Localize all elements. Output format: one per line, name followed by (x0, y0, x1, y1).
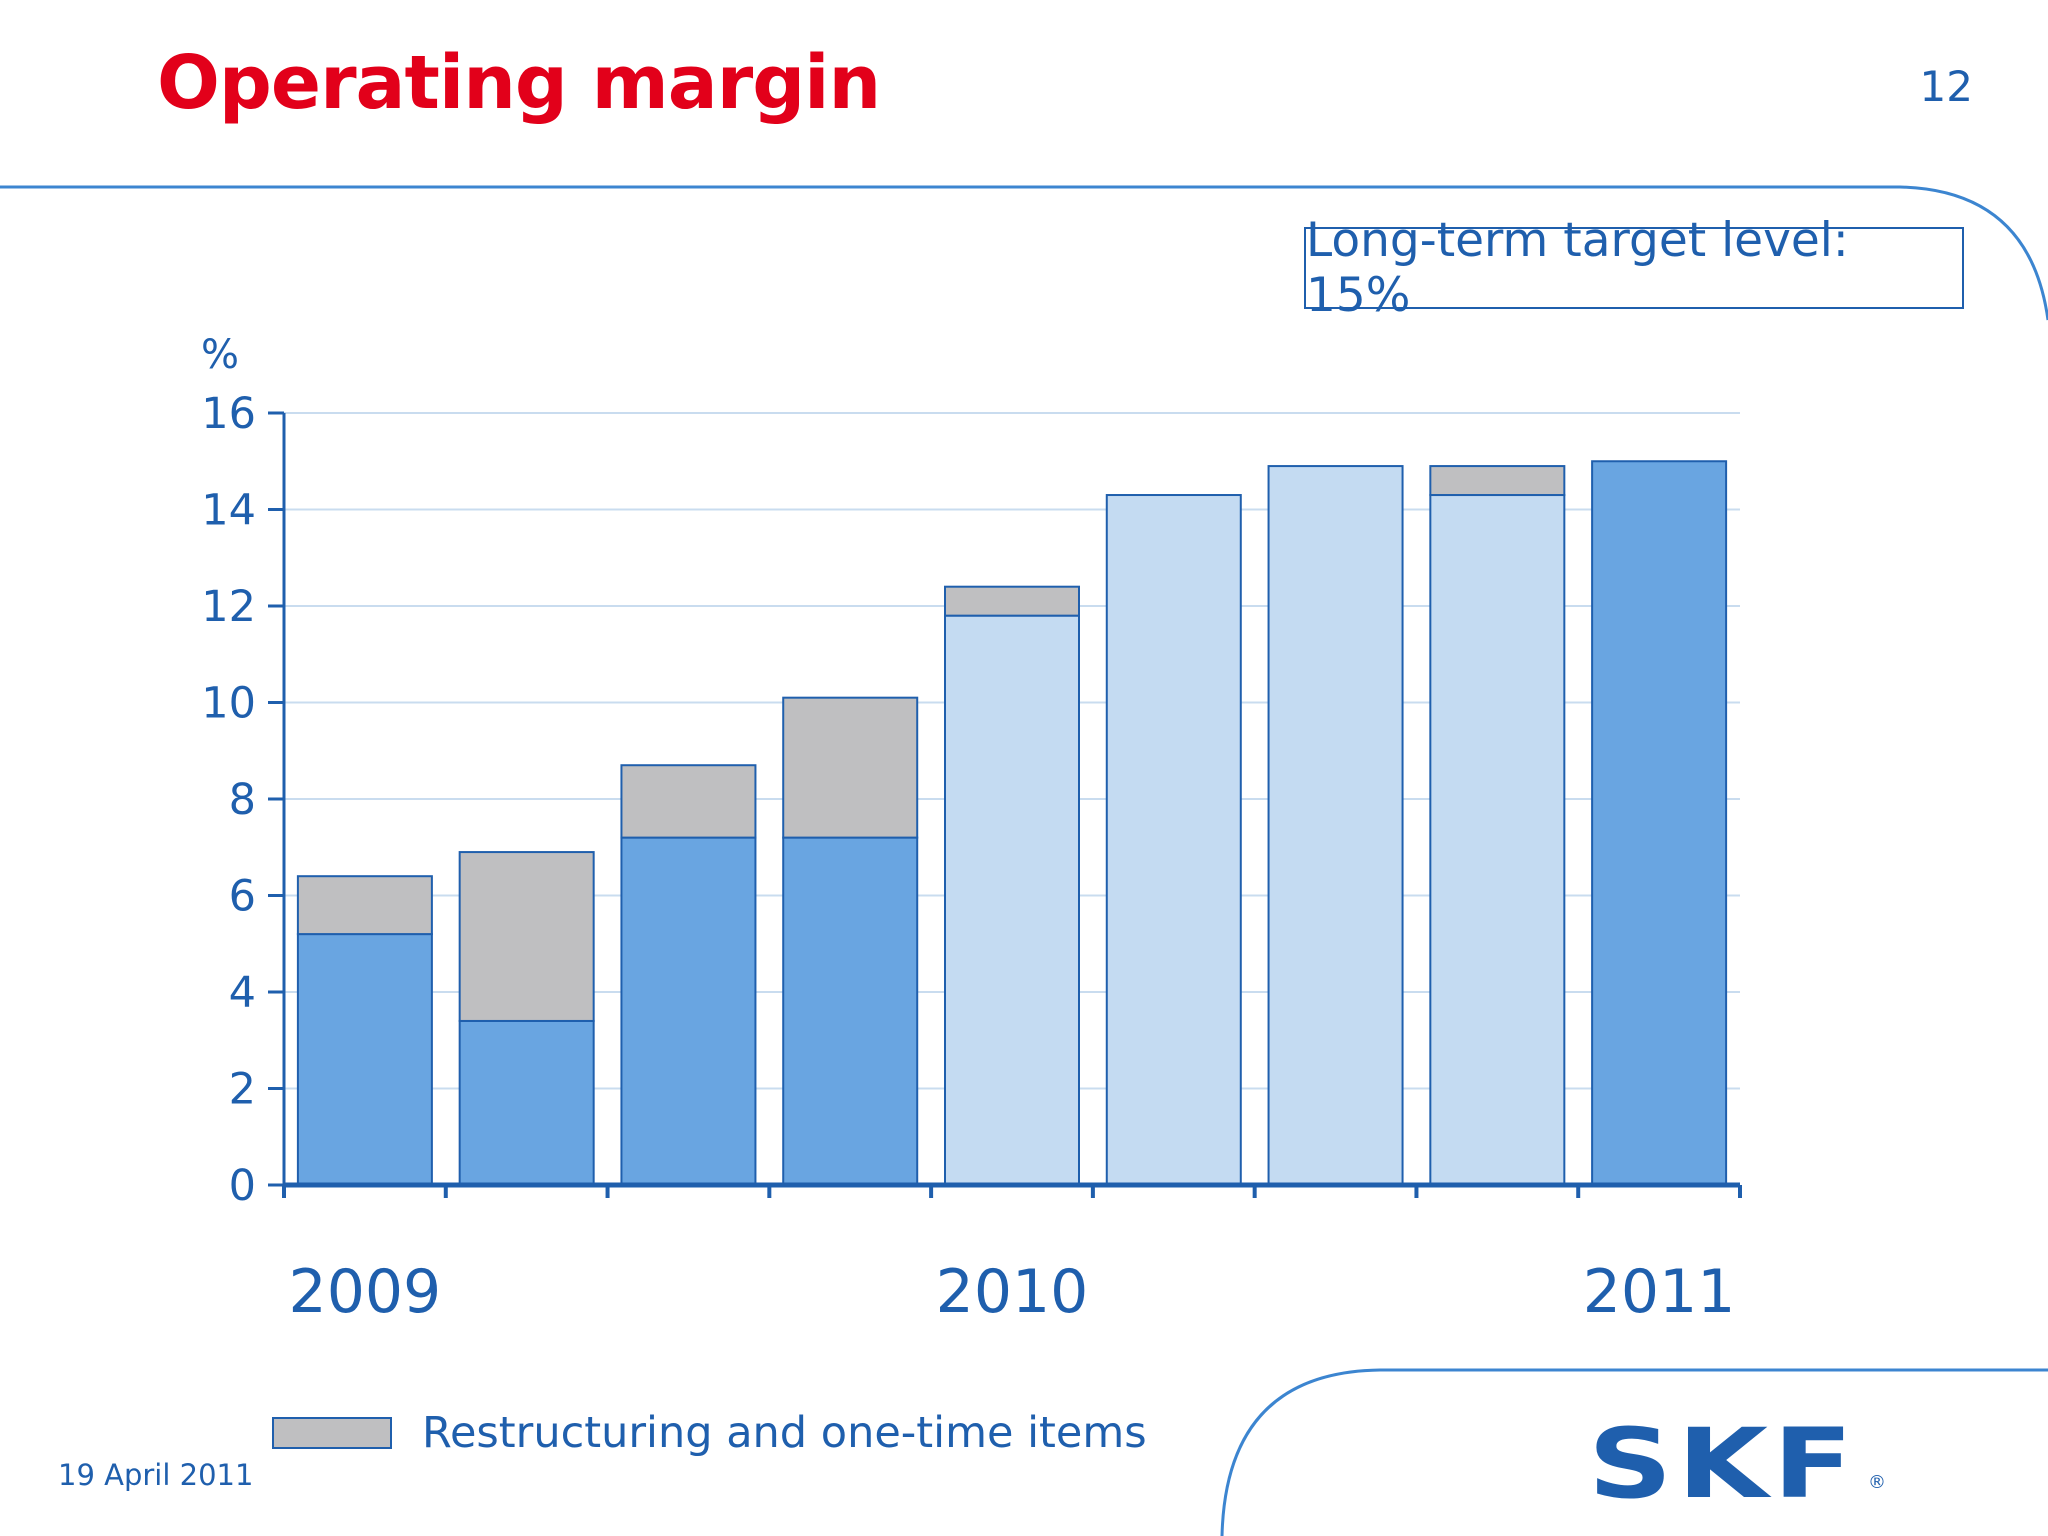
bar-restructuring-1 (458, 851, 595, 1022)
bar-base-4 (944, 614, 1080, 1186)
bar-base-5 (1105, 494, 1242, 1186)
bar-base-0 (296, 933, 433, 1186)
registered-mark: ® (1868, 1472, 1886, 1493)
page-number: 12 (1919, 62, 1973, 111)
slide-date: 19 April 2011 (58, 1458, 254, 1492)
year-label-2011: 2011 (1583, 1257, 1736, 1327)
legend-swatch-restructuring (272, 1417, 392, 1449)
bar-restructuring-0 (296, 875, 433, 936)
y-tick-label-12: 12 (201, 582, 256, 632)
bar-base-2 (620, 836, 757, 1186)
y-tick-label-16: 16 (201, 389, 256, 439)
y-tick-label-10: 10 (201, 679, 256, 729)
y-tick-label-2: 2 (229, 1065, 256, 1115)
bar-base-1 (458, 1019, 595, 1187)
y-tick-label-0: 0 (229, 1161, 256, 1211)
y-unit-label: % (201, 332, 239, 378)
year-label-2009: 2009 (289, 1257, 442, 1327)
legend: Restructuring and one-time items (272, 1408, 1147, 1458)
top-rule (0, 185, 2048, 321)
y-tick-label-6: 6 (229, 872, 256, 922)
page-title: Operating margin (157, 40, 881, 126)
bottom-rule (1220, 1368, 2048, 1536)
target-level-box: Long-term target level: 15% (1304, 213, 1964, 323)
axes (268, 411, 1742, 1198)
y-tick-label-14: 14 (201, 486, 256, 536)
skf-logo: SKF (1588, 1408, 1858, 1520)
year-label-2010: 2010 (936, 1257, 1089, 1327)
bar-base-8 (1591, 460, 1728, 1186)
bar-restructuring-7 (1429, 465, 1566, 497)
axis-labels: 0 2 4 6 8 10 12 14 16% 2009 2010 2011 (201, 332, 1735, 1327)
bar-base-7 (1429, 494, 1566, 1186)
y-tick-label-4: 4 (229, 968, 256, 1018)
bar-restructuring-2 (620, 764, 757, 839)
bar-base-3 (782, 836, 919, 1186)
bar-restructuring-3 (782, 696, 919, 839)
y-tick-label-8: 8 (229, 775, 256, 825)
bar-restructuring-4 (944, 585, 1080, 617)
bars (296, 460, 1728, 1187)
legend-label-restructuring: Restructuring and one-time items (422, 1408, 1147, 1458)
bar-base-6 (1267, 465, 1404, 1186)
